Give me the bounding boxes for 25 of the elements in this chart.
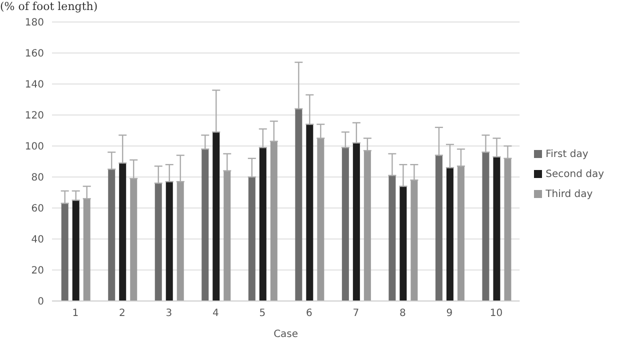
y-tick-label: 80 [31,172,44,184]
x-tick-label: 4 [212,308,219,320]
y-tick-label: 180 [24,18,44,29]
y-tick-label: 40 [31,234,44,246]
x-tick-label: 10 [490,308,503,320]
y-tick-label: 60 [31,204,44,215]
x-tick-label: 1 [72,308,79,320]
x-tick-label: 5 [259,308,266,320]
legend-label: Second day [546,168,604,180]
y-tick-label: 120 [24,110,44,122]
x-tick-label: 2 [118,308,126,320]
x-tick-label: 7 [352,308,360,320]
legend-label: Third day [546,188,593,200]
y-tick-label: 0 [38,296,44,308]
x-axis-title: Case [274,329,298,340]
y-tick-label: 100 [24,142,44,153]
x-tick-label: 8 [400,308,406,320]
y-tick-label: 140 [24,80,44,91]
x-tick-label: 3 [166,308,172,320]
y-tick-label: 160 [24,48,44,60]
y-axis-title: (% of foot length) [0,0,98,13]
legend-label: First day [546,148,588,160]
x-tick-label: 6 [306,308,312,320]
y-tick-label: 20 [31,266,44,277]
x-tick-label: 9 [446,308,453,320]
